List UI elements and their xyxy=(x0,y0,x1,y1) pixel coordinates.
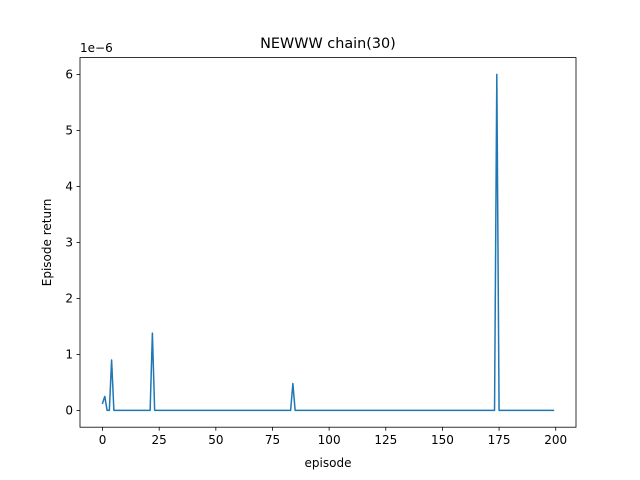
y-axis-offset-text: 1e−6 xyxy=(80,41,113,55)
x-tick-label: 200 xyxy=(544,433,567,447)
x-tick-label: 175 xyxy=(488,433,511,447)
y-tick-label: 3 xyxy=(65,236,73,250)
chart-title: NEWWW chain(30) xyxy=(260,36,396,52)
x-tick-label: 50 xyxy=(208,433,223,447)
y-axis-label: Episode return xyxy=(40,199,54,287)
series-layer xyxy=(101,73,555,412)
y-axis-ticks: 0 1 2 3 4 5 6 xyxy=(65,68,80,418)
x-axis-ticks: 0 25 50 75 100 125 150 175 200 xyxy=(99,427,567,447)
y-tick-label: 2 xyxy=(65,292,73,306)
x-tick-label: 0 xyxy=(99,433,107,447)
series-line xyxy=(101,73,555,412)
x-tick-label: 75 xyxy=(265,433,280,447)
x-tick-label: 125 xyxy=(374,433,397,447)
y-tick-label: 0 xyxy=(65,404,73,418)
y-tick-label: 4 xyxy=(65,180,73,194)
x-tick-label: 150 xyxy=(431,433,454,447)
y-tick-label: 1 xyxy=(65,348,73,362)
y-tick-label: 5 xyxy=(65,124,73,138)
x-tick-label: 100 xyxy=(318,433,341,447)
x-tick-label: 25 xyxy=(152,433,167,447)
y-tick-label: 6 xyxy=(65,68,73,82)
x-axis-label: episode xyxy=(305,456,352,470)
